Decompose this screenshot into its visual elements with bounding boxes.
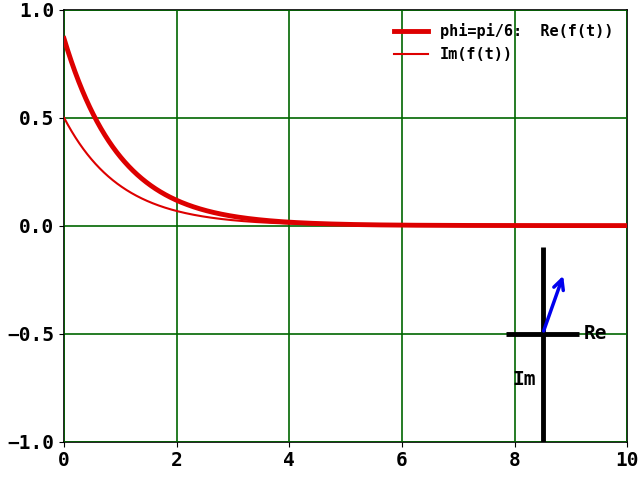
Text: Im: Im: [513, 371, 536, 389]
Legend: phi=pi/6:  Re(f(t)), Im(f(t)): phi=pi/6: Re(f(t)), Im(f(t)): [388, 17, 620, 68]
Text: Re: Re: [583, 324, 607, 343]
